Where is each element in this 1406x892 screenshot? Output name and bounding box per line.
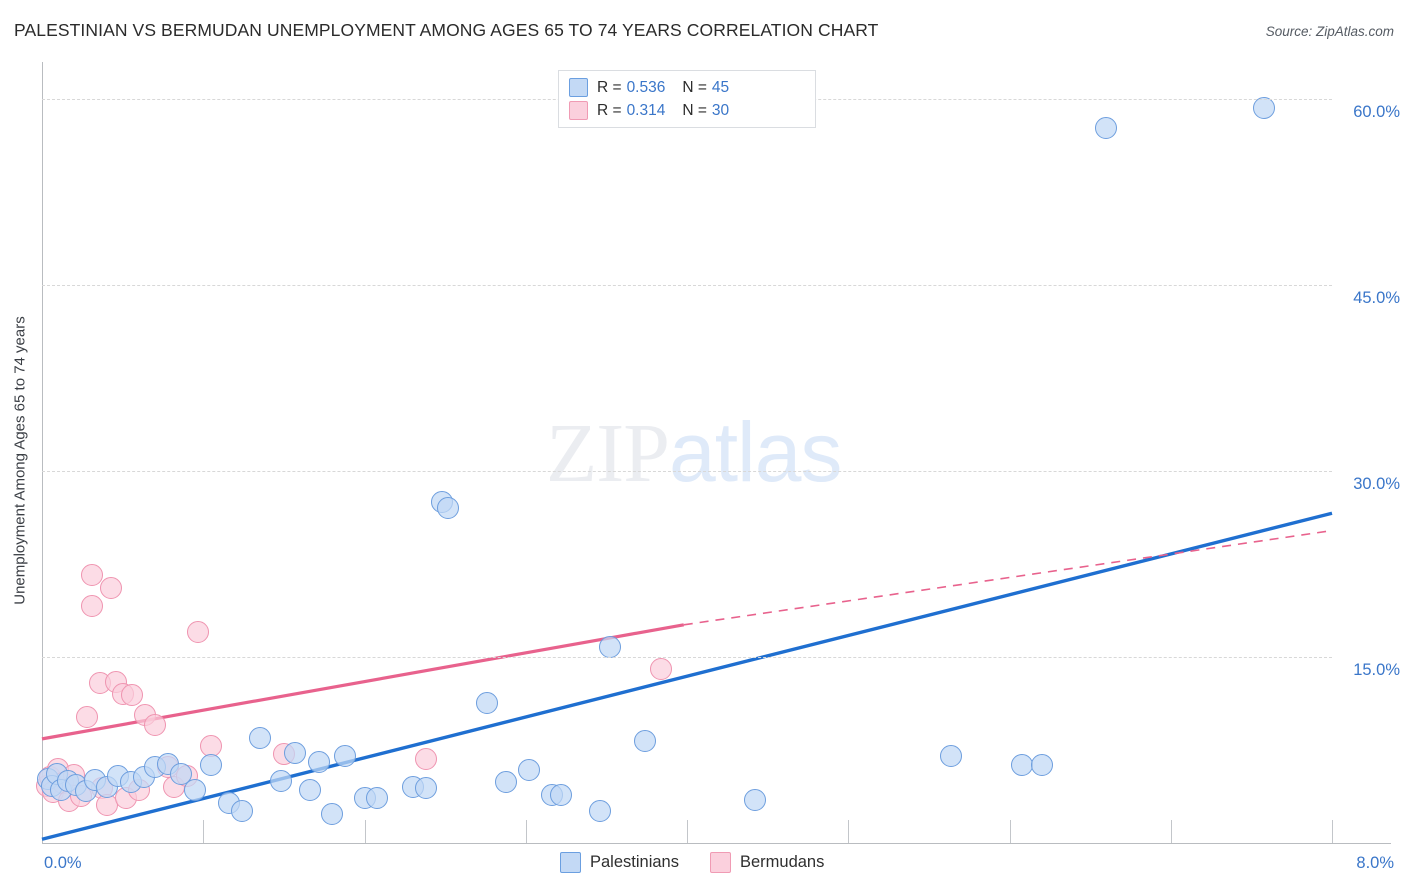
r-label-blue: R = <box>597 78 622 96</box>
source-attribution: Source: ZipAtlas.com <box>1265 24 1394 39</box>
x-axis-line <box>42 843 1391 844</box>
data-point-palestinians <box>284 741 307 764</box>
gridline <box>42 471 1332 473</box>
data-point-palestinians <box>321 803 344 826</box>
r-label-pink: R = <box>597 101 622 119</box>
y-axis-tick-label: 15.0% <box>1353 661 1400 680</box>
legend-swatch-palestinians-icon[interactable] <box>560 852 581 873</box>
n-value-blue: 45 <box>711 78 730 96</box>
data-point-palestinians <box>495 771 518 794</box>
page-title: PALESTINIAN VS BERMUDAN UNEMPLOYMENT AMO… <box>14 20 879 40</box>
data-point-palestinians <box>248 726 271 749</box>
data-point-bermudans <box>80 595 103 618</box>
data-point-palestinians <box>598 636 621 659</box>
gridline <box>42 657 1332 659</box>
data-point-bermudans <box>76 705 99 728</box>
data-point-palestinians <box>414 777 437 800</box>
trend-lines <box>41 511 1333 841</box>
swatch-pink-icon <box>569 101 588 120</box>
data-point-palestinians <box>298 778 321 801</box>
y-axis-tick-label: 60.0% <box>1353 103 1400 122</box>
data-point-palestinians <box>634 730 657 753</box>
n-value-pink: 30 <box>711 101 730 119</box>
data-point-palestinians <box>517 758 540 781</box>
data-point-palestinians <box>308 751 331 774</box>
data-point-palestinians <box>169 762 192 785</box>
watermark-atlas: atlas <box>669 405 842 499</box>
trendline-bermudans-extrapolated <box>683 529 1333 626</box>
data-point-bermudans <box>650 658 673 681</box>
x-axis-tick <box>1170 820 1172 843</box>
data-point-palestinians <box>230 799 253 822</box>
x-axis-tick <box>525 820 527 843</box>
r-value-pink: 0.314 <box>626 101 666 119</box>
y-axis-tick-label: 30.0% <box>1353 475 1400 494</box>
n-label-blue: N = <box>682 78 707 96</box>
gridline <box>42 285 1332 287</box>
data-point-palestinians <box>550 783 573 806</box>
data-point-palestinians <box>200 753 223 776</box>
data-point-palestinians <box>1030 753 1053 776</box>
legend-label-palestinians[interactable]: Palestinians <box>590 853 679 871</box>
series-legend: Palestinians Bermudans <box>560 852 846 873</box>
x-axis-tick <box>364 820 366 843</box>
data-point-palestinians <box>184 778 207 801</box>
legend-label-bermudans[interactable]: Bermudans <box>739 853 825 871</box>
data-point-palestinians <box>437 497 460 520</box>
y-axis-tick-label: 45.0% <box>1353 289 1400 308</box>
correlation-stats-box: R = 0.536 N = 45 R = 0.314 N = 30 <box>558 70 816 128</box>
legend-swatch-bermudans-icon[interactable] <box>709 852 731 873</box>
x-axis-tick <box>848 820 850 843</box>
data-point-palestinians <box>269 770 292 793</box>
data-point-bermudans <box>414 747 437 770</box>
x-axis-tick <box>687 820 688 843</box>
x-axis-tick <box>1332 820 1333 843</box>
data-point-palestinians <box>334 745 357 768</box>
x-axis-min-label: 0.0% <box>44 854 82 872</box>
data-point-palestinians <box>743 788 766 811</box>
plot-area: ZIPatlas <box>35 62 1333 843</box>
data-point-bermudans <box>100 576 123 599</box>
n-label-pink: N = <box>682 101 707 119</box>
swatch-blue-icon <box>569 78 588 97</box>
data-point-palestinians <box>588 799 611 822</box>
trendline-palestinians <box>41 511 1333 841</box>
data-point-bermudans <box>121 684 144 707</box>
watermark: ZIPatlas <box>546 404 842 502</box>
data-point-palestinians <box>940 745 963 768</box>
stats-row-bermudans: R = 0.314 N = 30 <box>569 99 805 122</box>
r-value-blue: 0.536 <box>626 78 666 96</box>
data-point-palestinians <box>476 691 499 714</box>
data-point-bermudans <box>80 564 103 587</box>
data-point-palestinians <box>1095 116 1118 139</box>
x-axis-max-label: 8.0% <box>1356 854 1394 872</box>
x-axis-tick <box>203 820 205 843</box>
data-point-palestinians <box>366 787 389 810</box>
watermark-zip: ZIP <box>546 407 670 500</box>
data-point-bermudans <box>187 621 210 644</box>
data-point-bermudans <box>143 714 166 737</box>
x-axis-tick <box>1009 820 1011 843</box>
stats-row-palestinians: R = 0.536 N = 45 <box>569 76 805 99</box>
data-point-palestinians <box>1253 96 1276 119</box>
y-axis-title: Unemployment Among Ages 65 to 74 years <box>11 316 29 605</box>
y-axis-line <box>42 62 43 843</box>
